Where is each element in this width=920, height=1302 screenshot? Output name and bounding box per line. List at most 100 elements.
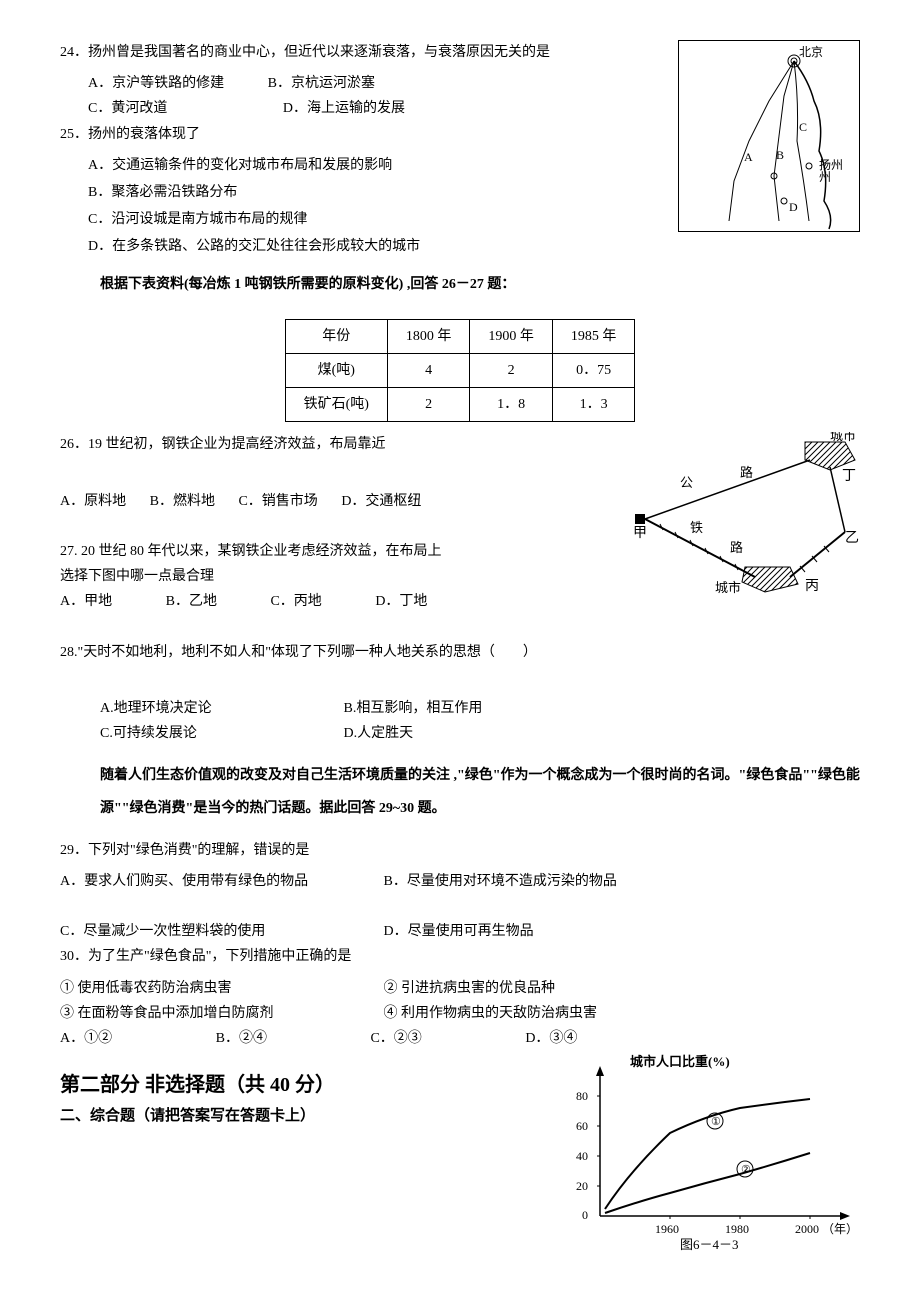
q25-d: D．在多条铁路、公路的交汇处往往会形成较大的城市 [88,234,860,259]
q29-stem: 29．下列对"绿色消费"的理解，错误的是 [60,838,860,863]
city-ding [805,442,855,470]
th-1800: 1800 年 [387,319,470,353]
q28-a: A.地理环境决定论 [100,696,340,721]
city-bing [742,567,798,592]
jia-label: 甲 [633,526,647,541]
q26-c: C．销售市场 [238,494,317,509]
gong-label: 公 [680,475,693,490]
q26-a: A．原料地 [60,494,126,509]
ytick: 60 [576,1119,588,1133]
map-label-a: A [744,150,753,164]
table-header-row: 年份 1800 年 1900 年 1985 年 [285,319,635,353]
map-label-b: B [776,148,784,162]
diagram-svg: 城市 丁 城市 丙 甲 乙 公 路 铁 路 [630,432,860,602]
xtick: 1960 [655,1222,679,1236]
q30-o3: ③ 在面粉等食品中添加增白防腐剂 [60,1001,380,1026]
map-label-beijing: 北京 [799,45,823,59]
q30-options: A．①② B．②④ C．②③ D．③④ [60,1026,860,1051]
ding-label: 丁 [842,469,856,484]
lu-label: 路 [740,465,753,480]
cell: 4 [387,353,470,387]
q30-stem: 30．为了生产"绿色食品"，下列措施中正确的是 [60,944,860,969]
q29-a: A．要求人们购买、使用带有绿色的物品 [60,869,380,894]
q24-d: D．海上运输的发展 [283,96,405,121]
q30-items2: ③ 在面粉等食品中添加增白防腐剂 ④ 利用作物病虫的天敌防治病虫害 [60,1001,860,1026]
cell: 1．3 [552,388,635,422]
ytick: 80 [576,1089,588,1103]
city-label2: 城市 [715,580,741,595]
table-row: 铁矿石(吨) 2 1．8 1．3 [285,388,635,422]
q28-row2: C.可持续发展论 D.人定胜天 [60,721,860,746]
q29-b: B．尽量使用对环境不造成污染的物品 [384,874,617,889]
q27-b: B．乙地 [166,594,217,609]
map-svg: 北京 扬州 州 A B C D [679,41,859,231]
q29-d: D．尽量使用可再生物品 [384,924,534,939]
ytick: 0 [582,1208,588,1222]
q24-a: A．京沪等铁路的修建 [88,71,224,96]
chart-title: 城市人口比重(%) [630,1054,730,1069]
y-arrow [596,1066,604,1076]
cell: 2 [470,353,553,387]
cell: 0．75 [552,353,635,387]
q24-c: C．黄河改道 [88,96,167,121]
q29-row2: C．尽量减少一次性塑料袋的使用 D．尽量使用可再生物品 [60,919,860,944]
q28-d: D.人定胜天 [344,721,584,746]
chart-caption: 图6－4－3 [680,1237,739,1251]
xunit: （年） [822,1222,858,1236]
q28-c: C.可持续发展论 [100,721,340,746]
q30-b: B．②④ [216,1026,267,1051]
q28-row1: A.地理环境决定论 B.相互影响，相互作用 [60,696,860,721]
cell: 铁矿石(吨) [285,388,387,422]
bing-label: 丙 [805,579,819,594]
q30-o4: ④ 利用作物病虫的天敌防治病虫害 [384,1006,598,1021]
city-label: 城市 [830,432,856,443]
q30-a: A．①② [60,1026,112,1051]
triangle-diagram: 城市 丁 城市 丙 甲 乙 公 路 铁 路 [630,432,860,602]
ytick: 20 [576,1179,588,1193]
q26-b: B．燃料地 [150,494,215,509]
yi-label: 乙 [845,530,859,546]
series1-label: ① [711,1116,721,1128]
q27-d: D．丁地 [375,594,427,609]
lu2-label: 路 [730,540,743,555]
edge-road [645,460,810,519]
q27-c: C．丙地 [270,594,321,609]
steel-table: 年份 1800 年 1900 年 1985 年 煤(吨) 4 2 0．75 铁矿… [285,319,636,423]
chart-svg: 城市人口比重(%) 0 20 40 60 80 1960 1980 2000 （… [560,1051,860,1251]
canal-line [794,61,809,221]
cell: 煤(吨) [285,353,387,387]
tie-label: 铁 [690,520,703,535]
rail-line-1 [729,61,794,221]
rail-line-2 [774,61,794,221]
th-1900: 1900 年 [470,319,553,353]
yangzhou-point [806,163,812,169]
q30-c: C．②③ [370,1026,421,1051]
xtick: 2000 [795,1222,819,1236]
q24-b: B．京杭运河淤塞 [268,71,375,96]
instr-29-30: 随着人们生态价值观的改变及对自己生活环境质量的关注 ,"绿色"作为一个概念成为一… [60,759,860,826]
q28-b: B.相互影响，相互作用 [344,696,584,721]
q30-o2: ② 引进抗病虫害的优良品种 [384,981,556,996]
map-label-yangzhou2: 州 [819,170,831,184]
q30-items1: ① 使用低毒农药防治病虫害 ② 引进抗病虫害的优良品种 [60,976,860,1001]
q27-a: A．甲地 [60,594,112,609]
map-label-d: D [789,200,798,214]
yangzhou-map: 北京 扬州 州 A B C D [678,40,860,232]
q29-c: C．尽量减少一次性塑料袋的使用 [60,919,380,944]
map-label-c: C [799,120,807,134]
table-row: 煤(吨) 4 2 0．75 [285,353,635,387]
cell: 1．8 [470,388,553,422]
xtick: 1980 [725,1222,749,1236]
jia-point [635,514,645,524]
q28-stem: 28."天时不如地利，地利不如人和"体现了下列哪一种人地关系的思想（ ） [60,640,860,665]
q30-o1: ① 使用低毒农药防治病虫害 [60,976,380,1001]
urbanization-chart: 城市人口比重(%) 0 20 40 60 80 1960 1980 2000 （… [560,1051,860,1251]
th-year: 年份 [285,319,387,353]
cell: 2 [387,388,470,422]
q26-d: D．交通枢纽 [341,494,421,509]
ytick: 40 [576,1149,588,1163]
th-1985: 1985 年 [552,319,635,353]
edge-rail2 [790,532,845,577]
series-2 [605,1153,810,1213]
q30-d: D．③④ [525,1026,577,1051]
